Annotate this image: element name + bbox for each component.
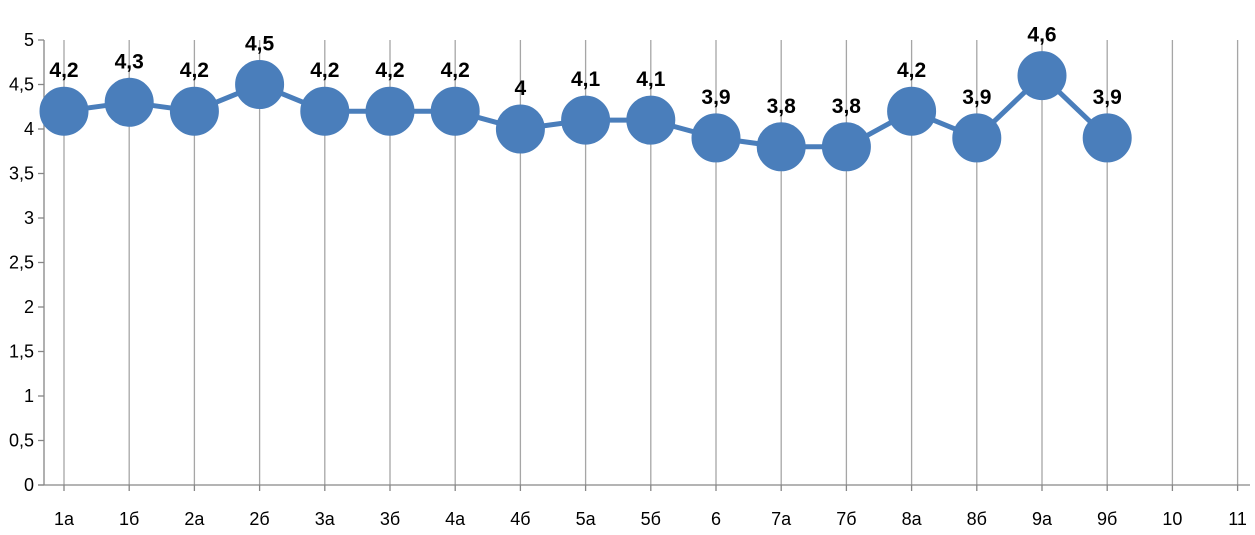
- data-point-5: [300, 86, 350, 136]
- y-tick-label: 0: [24, 475, 34, 495]
- x-tick-label: 8б: [967, 509, 987, 529]
- x-tick-label: 2а: [184, 509, 205, 529]
- x-tick-label: 2б: [249, 509, 269, 529]
- data-label-9: 4,1: [571, 68, 601, 91]
- x-tick-label: 5б: [641, 509, 661, 529]
- y-tick-label: 2,5: [9, 253, 34, 273]
- data-point-14: [887, 86, 937, 136]
- data-label-10: 4,1: [636, 68, 666, 91]
- data-point-11: [691, 113, 741, 163]
- data-label-4: 4,5: [245, 33, 275, 56]
- data-label-17: 3,9: [1093, 86, 1122, 109]
- data-label-13: 3,8: [832, 95, 862, 118]
- y-axis-ticks: 0 0,5 1 1,5 2 2,5 3 3,5 4 4,5 5: [9, 30, 44, 495]
- data-label-12: 3,8: [767, 95, 797, 118]
- data-label-1: 4,2: [49, 59, 78, 82]
- data-point-16: [1017, 51, 1067, 101]
- data-point-15: [952, 113, 1002, 163]
- x-tick-label: 10: [1162, 509, 1182, 529]
- data-label-14: 4,2: [897, 59, 926, 82]
- data-point-17: [1082, 113, 1132, 163]
- data-point-6: [365, 86, 415, 136]
- x-tick-label: 1б: [119, 509, 139, 529]
- x-axis-ticks: 1а 1б 2а 2б 3а 3б 4а 4б 5а 5б 6 7а 7б 8а 8б 9а 9б 10 11: [54, 485, 1247, 529]
- y-tick-label: 3: [24, 208, 34, 228]
- y-tick-label: 1: [24, 386, 34, 406]
- data-point-1: [39, 86, 89, 136]
- data-point-2: [104, 77, 154, 127]
- x-tick-label: 7б: [836, 509, 856, 529]
- x-tick-label: 9а: [1032, 509, 1053, 529]
- y-tick-label: 4,5: [9, 75, 34, 95]
- x-tick-label: 4а: [445, 509, 466, 529]
- data-label-16: 4,6: [1027, 24, 1056, 47]
- y-tick-label: 5: [24, 30, 34, 50]
- x-tick-label: 3б: [380, 509, 400, 529]
- data-label-7: 4,2: [441, 59, 470, 82]
- y-tick-label: 3,5: [9, 164, 34, 184]
- data-point-7: [430, 86, 480, 136]
- data-label-15: 3,9: [962, 86, 991, 109]
- x-tick-label: 9б: [1097, 509, 1117, 529]
- x-tick-label: 1а: [54, 509, 75, 529]
- data-labels: 4,2 4,3 4,2 4,5 4,2 4,2 4,2 4 4,1 4,1 3,9 3,8 3,8 4,2…: [49, 24, 1121, 118]
- data-point-13: [821, 122, 871, 172]
- data-label-5: 4,2: [310, 59, 339, 82]
- data-label-3: 4,2: [180, 59, 209, 82]
- x-tick-label: 5а: [576, 509, 597, 529]
- data-point-4: [235, 60, 285, 109]
- data-points: [39, 51, 1132, 172]
- data-label-6: 4,2: [375, 59, 404, 82]
- data-label-11: 3,9: [701, 86, 730, 109]
- x-tick-label: 4б: [510, 509, 530, 529]
- x-tick-label: 11: [1228, 509, 1247, 529]
- data-point-8: [495, 104, 545, 154]
- data-point-10: [626, 95, 676, 145]
- y-tick-label: 2: [24, 297, 34, 317]
- y-tick-label: 1,5: [9, 342, 34, 362]
- data-point-12: [756, 122, 806, 172]
- x-tick-label: 7а: [771, 509, 792, 529]
- data-point-3: [169, 86, 219, 136]
- x-tick-label: 8а: [902, 509, 923, 529]
- data-label-2: 4,3: [115, 50, 144, 73]
- data-point-9: [561, 95, 611, 145]
- x-tick-label: 6: [711, 509, 721, 529]
- y-tick-label: 0,5: [9, 431, 34, 451]
- y-tick-label: 4: [24, 119, 34, 139]
- x-tick-label: 3а: [315, 509, 336, 529]
- data-label-8: 4: [515, 77, 527, 100]
